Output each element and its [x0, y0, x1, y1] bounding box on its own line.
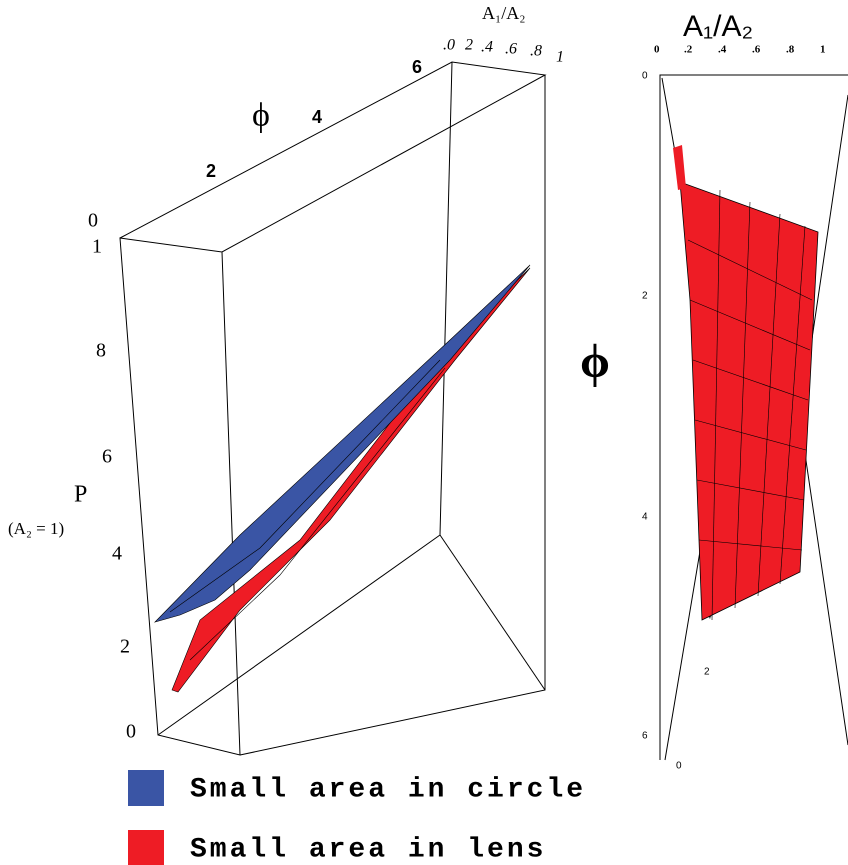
lens-surface: [679, 181, 819, 621]
x-tick-label: .6: [752, 44, 761, 56]
x-axis-label: A₁/A₂: [683, 10, 753, 43]
phi-tick-label: 0: [88, 210, 98, 232]
phi-tick-label: 4: [312, 107, 322, 127]
x-tick-label: .4: [718, 44, 727, 56]
x-axis-label: A₁/A₂: [482, 3, 526, 23]
x-tick-label: .0: [443, 37, 455, 54]
surface-mesh: [687, 189, 813, 621]
p-axis-label: P: [74, 482, 87, 508]
left-surfaces: [154, 264, 531, 693]
mesh: [169, 359, 441, 613]
phi-axis-label: ϕ: [252, 97, 270, 134]
x-tick-label: .2: [684, 44, 693, 56]
box-edge: [439, 534, 546, 691]
lens-surface-piece: [673, 145, 686, 190]
mesh: [189, 367, 446, 661]
x-tick-label: .8: [530, 43, 542, 60]
x-tick-label: 0: [654, 44, 660, 56]
phi-axis-label: ϕ: [580, 335, 610, 388]
circle-surface: [154, 264, 531, 623]
phi-tick-label: 6: [412, 57, 422, 77]
x-tick-label: .4: [481, 39, 493, 56]
legend-label: Small area in lens: [190, 834, 546, 865]
p-tick-label: 0: [126, 721, 136, 743]
phi-tick-label: 2: [642, 291, 648, 302]
legend-label: Small area in circle: [190, 774, 586, 805]
p-axis-sublabel: (A₂ = 1): [8, 519, 64, 538]
legend-swatch: [128, 830, 164, 865]
p-tick-label: 8: [96, 340, 106, 362]
frame: [659, 74, 848, 760]
p-tick-label: 2: [120, 636, 130, 658]
x-tick-label: .8: [786, 44, 795, 56]
lens-surface: [171, 267, 531, 693]
box-edge: [119, 61, 547, 756]
phi-tick-label: 6: [642, 731, 648, 742]
x-tick-label: .6: [505, 41, 517, 58]
phi-tick-label: 0: [642, 71, 648, 82]
p-tick-label: 4: [112, 543, 122, 565]
x-tick-label: 2: [465, 37, 473, 54]
phi-tick-label: 4: [642, 512, 648, 523]
legend-swatch: [128, 770, 164, 806]
x-tick-label: 1: [820, 44, 826, 56]
inner-tick-label: 2: [704, 667, 710, 678]
p-tick-label: 6: [102, 446, 112, 468]
p-tick-label: 1: [92, 236, 102, 258]
x-tick-label: 1: [556, 49, 564, 66]
left-box: [119, 61, 547, 756]
inner-tick-label: 0: [676, 761, 682, 772]
phi-tick-label: 2: [206, 161, 216, 181]
